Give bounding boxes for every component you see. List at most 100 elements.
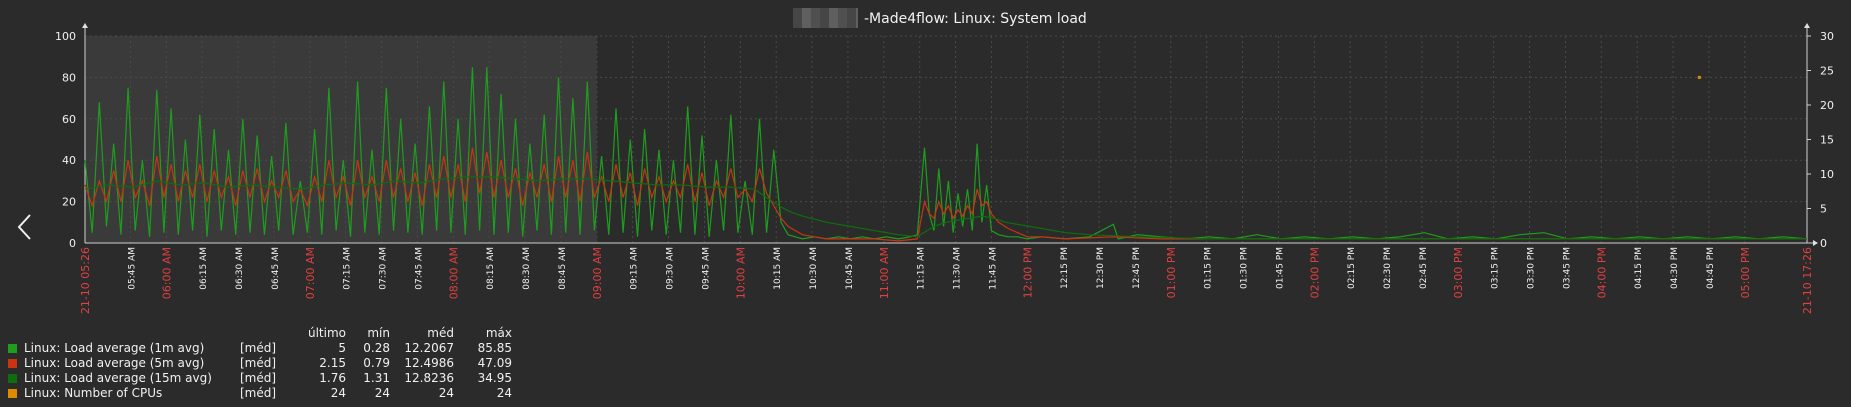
x-tick-label: 01:00 PM: [1165, 247, 1178, 298]
legend-item-max: 85.85: [477, 341, 512, 355]
y-left-tick-label: 80: [62, 71, 76, 84]
legend-item-avg: 12.2067: [404, 341, 454, 355]
y-right-tick-label: 25: [1820, 65, 1834, 78]
legend-item-max: 47.09: [477, 356, 512, 370]
x-tick-label: 07:30 AM: [379, 247, 389, 290]
x-tick-label: 12:45 PM: [1132, 247, 1142, 289]
y-right-tick-label: 20: [1820, 99, 1834, 112]
legend-item-last: 24: [330, 386, 346, 400]
x-axis-arrow-icon: [1813, 240, 1818, 246]
x-tick-label: 10:45 AM: [845, 247, 855, 290]
legend-item-avg: 12.8236: [404, 371, 454, 385]
y-right-tick-label: 5: [1820, 203, 1827, 216]
x-tick-label: 11:45 AM: [988, 247, 998, 290]
legend-item-max: 24: [496, 386, 512, 400]
legend-item-name: Linux: Load average (1m avg): [24, 341, 205, 355]
x-tick-label: 08:30 AM: [522, 247, 532, 290]
y-left-tick-label: 0: [69, 237, 76, 250]
x-tick-label: 05:00 PM: [1739, 247, 1752, 298]
legend-header-max: máx: [485, 326, 512, 340]
x-tick-label: 08:00 AM: [447, 247, 460, 299]
x-tick-label: 04:45 PM: [1706, 247, 1716, 289]
legend-item-func: [méd]: [240, 371, 277, 385]
y-left-tick-label: 20: [62, 196, 76, 209]
legend-item-name: Linux: Load average (5m avg): [24, 356, 205, 370]
legend-header-min: mín: [367, 326, 390, 340]
x-tick-label: 06:00 AM: [160, 247, 173, 299]
x-tick-label: 09:45 AM: [701, 247, 711, 290]
x-tick-label: 02:30 PM: [1383, 247, 1393, 289]
y-axis-right-arrow-icon: [1804, 23, 1810, 28]
x-tick-label: 12:00 PM: [1021, 247, 1034, 298]
x-tick-label: 07:00 AM: [304, 247, 317, 299]
x-tick-label: 02:15 PM: [1347, 247, 1357, 289]
x-tick-label: 10:15 AM: [773, 247, 783, 290]
x-tick-label: 09:15 AM: [630, 247, 640, 290]
x-tick-label: 12:30 PM: [1096, 247, 1106, 289]
legend-swatch: [8, 359, 17, 368]
legend-header-last: último: [307, 326, 346, 340]
x-tick-label: 08:45 AM: [558, 247, 568, 290]
series-line-3: [84, 176, 1807, 240]
y-axis-left-arrow-icon: [82, 23, 88, 28]
legend-swatch: [8, 344, 17, 353]
legend-item-last: 5: [338, 341, 346, 355]
legend-header-avg: méd: [427, 326, 454, 340]
legend-item-last: 1.76: [319, 371, 346, 385]
legend-item-name: Linux: Load average (15m avg): [24, 371, 212, 385]
x-tick-label: 12:15 PM: [1060, 247, 1070, 289]
legend-item-min: 0.28: [363, 341, 390, 355]
series-line-2: [84, 147, 1807, 242]
chevron-left-icon[interactable]: [14, 212, 36, 242]
legend-item-func: [méd]: [240, 356, 277, 370]
y-right-tick-label: 15: [1820, 134, 1834, 147]
x-tick-label: 02:00 PM: [1308, 247, 1321, 298]
x-tick-label: 02:45 PM: [1419, 247, 1429, 289]
plot-background: [596, 36, 1807, 243]
legend-item-last: 2.15: [319, 356, 346, 370]
x-tick-label: 09:30 AM: [666, 247, 676, 290]
y-left-tick-label: 40: [62, 154, 76, 167]
series-line-1: [84, 67, 1808, 240]
x-tick-label: 04:15 PM: [1634, 247, 1644, 289]
x-tick-label: 06:30 AM: [235, 247, 245, 290]
legend-swatch: [8, 374, 17, 383]
x-tick-label: 10:30 AM: [809, 247, 819, 290]
x-tick-label: 03:00 PM: [1452, 247, 1465, 298]
x-tick-label: 21-10 17:26: [1801, 247, 1814, 314]
x-tick-label: 01:15 PM: [1204, 247, 1214, 289]
legend-item-min: 24: [374, 386, 390, 400]
legend-item-avg: 12.4986: [404, 356, 454, 370]
x-tick-label: 11:00 AM: [878, 247, 891, 299]
y-left-tick-label: 100: [55, 30, 76, 43]
x-tick-label: 10:00 AM: [734, 247, 747, 299]
x-tick-label: 01:30 PM: [1240, 247, 1250, 289]
legend-item-min: 0.79: [363, 356, 390, 370]
x-tick-label: 21-10 05:26: [79, 247, 92, 314]
legend-item-avg: 24: [438, 386, 454, 400]
x-tick-label: 03:45 PM: [1562, 247, 1572, 289]
x-tick-label: 04:30 PM: [1670, 247, 1680, 289]
legend-item-func: [méd]: [240, 386, 277, 400]
x-tick-label: 06:15 AM: [199, 247, 209, 290]
legend-item-name: Linux: Number of CPUs: [24, 386, 163, 400]
y-right-tick-label: 30: [1820, 30, 1834, 43]
y-right-tick-label: 10: [1820, 168, 1834, 181]
x-tick-label: 08:15 AM: [486, 247, 496, 290]
y-left-tick-label: 60: [62, 113, 76, 126]
plot-shaded-region: [85, 36, 597, 243]
x-tick-label: 01:45 PM: [1275, 247, 1285, 289]
redacted-host-name: [793, 8, 858, 28]
x-tick-label: 04:00 PM: [1595, 247, 1608, 298]
x-tick-label: 09:00 AM: [591, 247, 604, 299]
x-tick-label: 07:45 AM: [414, 247, 424, 290]
series-point-cpus: [1697, 75, 1701, 79]
legend-item-func: [méd]: [240, 341, 277, 355]
legend-item-min: 1.31: [363, 371, 390, 385]
x-tick-label: 11:15 AM: [917, 247, 927, 290]
x-tick-label: 05:45 AM: [127, 247, 137, 290]
x-tick-label: 03:30 PM: [1527, 247, 1537, 289]
x-tick-label: 07:15 AM: [343, 247, 353, 290]
legend-item-max: 34.95: [477, 371, 512, 385]
